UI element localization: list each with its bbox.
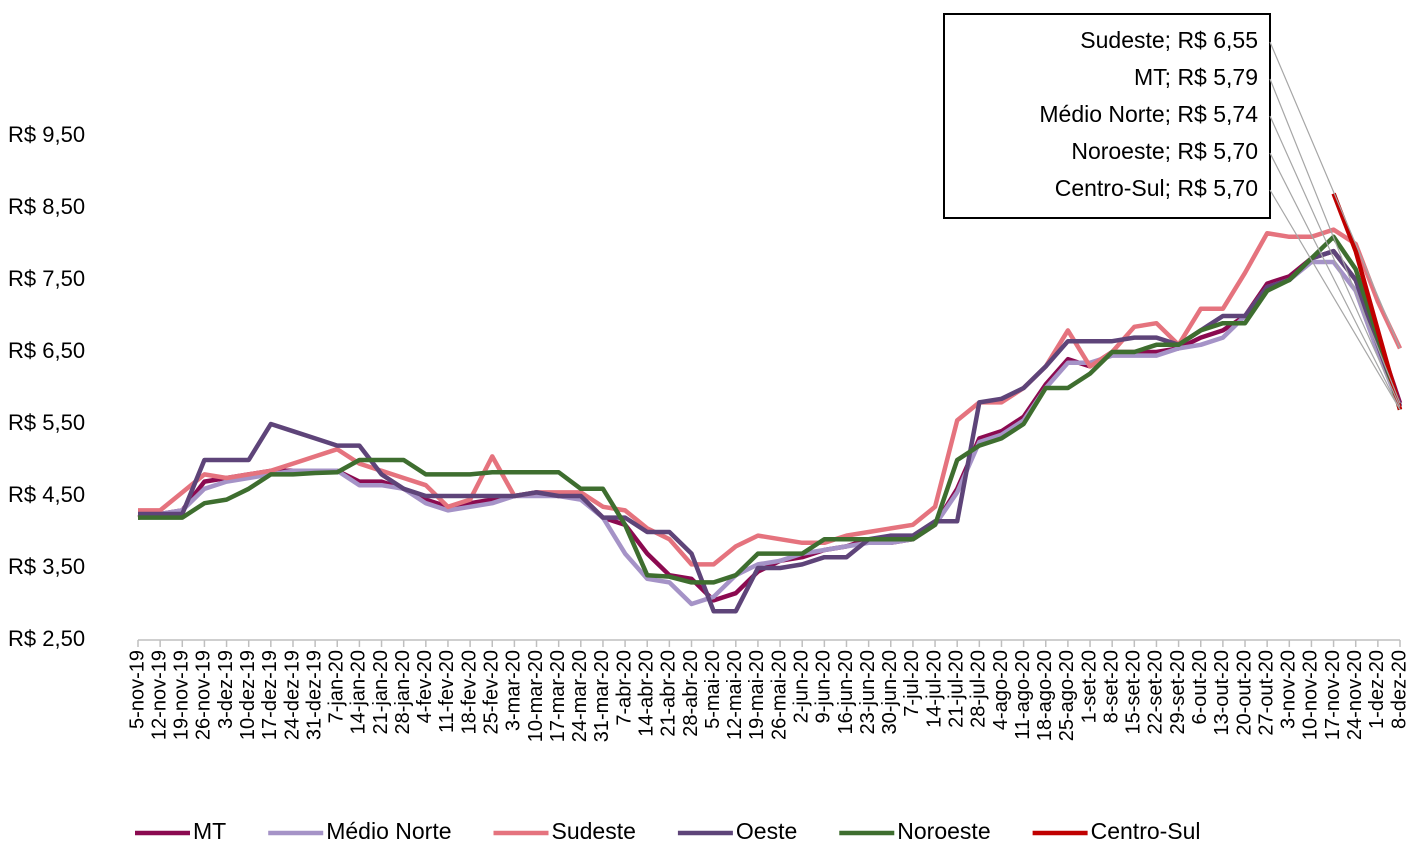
leader-line [1269,189,1401,410]
x-tick-label: 14-jul-20 [923,650,945,728]
x-tick-label: 12-nov-19 [148,650,170,740]
x-tick-label: 10-mar-20 [525,650,547,742]
x-tick-label: 14-abr-20 [636,650,658,737]
y-tick-label: R$ 6,50 [8,338,85,363]
x-tick-label: 23-jun-20 [857,650,879,735]
series-line [138,227,1403,567]
x-tick-label: 18-fev-20 [458,650,480,735]
x-tick-label: 7-abr-20 [613,650,635,726]
x-tick-label: 27-out-20 [1255,650,1277,736]
x-tick-label: 9-jun-20 [813,650,835,723]
x-tick-label: 24-mar-20 [569,650,591,742]
x-tick-label: 5-mai-20 [702,650,724,729]
x-tick-label: 12-mai-20 [724,650,746,740]
x-tick-label: 14-jan-20 [348,650,370,735]
value-label: Médio Norte; R$ 5,74 [1039,101,1258,127]
series-line [138,234,1403,585]
x-tick-label: 17-mar-20 [547,650,569,742]
x-tick-label: 4-fev-20 [414,650,436,723]
x-tick-label: 16-jun-20 [835,650,857,735]
x-tick-label: 13-out-20 [1211,650,1233,736]
x-tick-label: 28-abr-20 [680,650,702,737]
x-tick-label: 20-out-20 [1233,650,1255,736]
legend-label: Centro-Sul [1091,818,1201,844]
x-tick-label: 24-nov-20 [1344,650,1366,740]
x-tick-label: 11-fev-20 [436,650,458,733]
x-tick-label: 7-jan-20 [326,650,348,723]
legend-label: MT [193,818,226,844]
series-line [138,248,1403,614]
value-label: Centro-Sul; R$ 5,70 [1055,175,1258,201]
x-tick-label: 19-mai-20 [746,650,768,740]
value-label: Sudeste; R$ 6,55 [1080,27,1258,53]
x-tick-label: 3-mar-20 [503,650,525,731]
x-tick-label: 28-jul-20 [968,650,990,728]
x-tick-label: 30-jun-20 [879,650,901,735]
annotation-box [943,13,1271,219]
x-tick-label: 28-jan-20 [392,650,414,735]
legend-label: Oeste [736,818,797,844]
x-tick-label: 8-set-20 [1100,650,1122,723]
x-tick-label: 17-nov-20 [1322,650,1344,740]
x-tick-label: 21-jan-20 [370,650,392,735]
x-tick-label: 3-dez-19 [215,650,237,729]
leader-line [1269,41,1401,349]
x-tick-label: 31-mar-20 [591,650,613,742]
x-tick-label: 6-out-20 [1189,650,1211,725]
x-tick-label: 7-jul-20 [901,650,923,717]
x-tick-label: 10-nov-20 [1300,650,1322,740]
series-line [138,259,1403,607]
x-tick-label: 4-ago-20 [990,650,1012,730]
x-tick-label: 1-dez-20 [1366,650,1388,729]
x-tick-label: 24-dez-19 [281,650,303,740]
y-tick-label: R$ 8,50 [8,194,85,219]
legend-label: Noroeste [897,818,990,844]
value-label: Noroeste; R$ 5,70 [1071,138,1258,164]
y-tick-label: R$ 4,50 [8,482,85,507]
leader-line [1269,78,1401,404]
x-tick-label: 8-dez-20 [1388,650,1410,729]
x-tick-label: 1-set-20 [1078,650,1100,723]
y-tick-label: R$ 3,50 [8,554,85,579]
leader-line [1269,152,1401,410]
legend-label: Médio Norte [326,818,451,844]
y-tick-label: R$ 9,50 [8,122,85,147]
x-tick-label: 10-dez-19 [237,650,259,740]
x-tick-label: 29-set-20 [1167,650,1189,735]
x-tick-label: 17-dez-19 [259,650,281,740]
x-tick-label: 31-dez-19 [303,650,325,740]
legend-label: Sudeste [552,818,636,844]
x-tick-label: 11-ago-20 [1012,650,1034,740]
leader-line [1269,115,1401,407]
x-tick-label: 22-set-20 [1145,650,1167,735]
x-tick-label: 18-ago-20 [1034,650,1056,741]
series-line [1331,192,1403,411]
y-tick-label: R$ 7,50 [8,266,85,291]
x-tick-label: 2-jun-20 [790,650,812,723]
x-tick-label: 5-nov-19 [126,650,148,729]
x-tick-label: 21-abr-20 [658,650,680,737]
x-tick-label: 26-mai-20 [768,650,790,740]
x-tick-label: 26-nov-19 [193,650,215,740]
x-tick-label: 15-set-20 [1123,650,1145,735]
y-tick-label: R$ 5,50 [8,410,85,435]
y-tick-label: R$ 2,50 [8,626,85,651]
x-tick-label: 3-nov-20 [1278,650,1300,729]
x-tick-label: 25-ago-20 [1056,650,1078,741]
series-line [137,248,1403,603]
x-tick-label: 25-fev-20 [481,650,503,735]
value-label: MT; R$ 5,79 [1134,64,1258,90]
x-tick-label: 19-nov-19 [171,650,193,740]
x-tick-label: 21-jul-20 [945,650,967,728]
